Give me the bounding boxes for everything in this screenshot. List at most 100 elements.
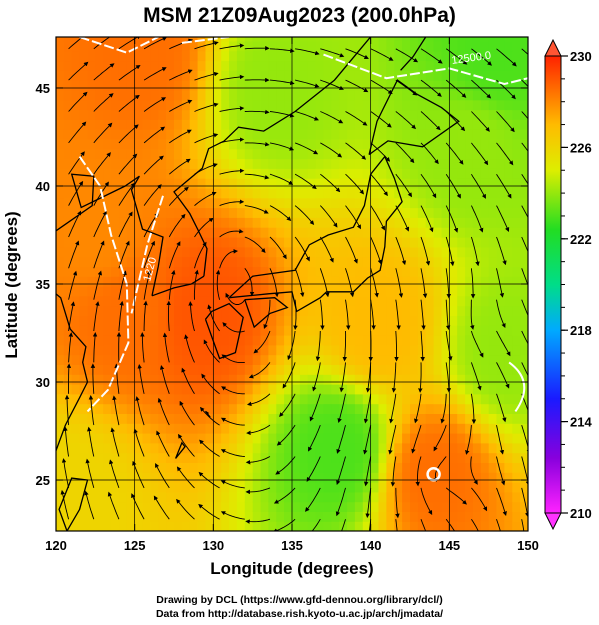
field-cell (244, 168, 254, 179)
field-cell (236, 246, 246, 258)
field-cell (95, 187, 104, 199)
field-cell (252, 521, 262, 531)
field-cell (268, 521, 277, 531)
field-cell (292, 50, 301, 62)
field-cell (252, 452, 262, 463)
field-cell (378, 462, 387, 473)
field-cell (142, 491, 151, 503)
field-cell (103, 246, 112, 258)
field-cell (150, 393, 159, 405)
field-cell (268, 442, 277, 454)
streamline (245, 518, 271, 524)
field-cell (465, 393, 474, 405)
field-cell (189, 70, 199, 81)
field-cell (197, 433, 207, 444)
field-cell (134, 129, 144, 140)
field-cell (126, 344, 136, 356)
field-cell (213, 423, 222, 434)
field-cell (79, 491, 89, 503)
field-cell (315, 266, 325, 277)
field-cell (213, 521, 222, 531)
field-cell (197, 374, 207, 385)
field-cell (315, 148, 325, 160)
field-cell (488, 109, 498, 120)
field-cell (433, 491, 443, 503)
streamline (179, 400, 195, 426)
field-cell (425, 501, 435, 512)
field-cell (126, 129, 136, 140)
field-cell (221, 187, 230, 199)
streamline (320, 111, 344, 124)
streamline (420, 173, 437, 199)
colorbar-tick-label: 230 (570, 49, 592, 64)
field-cell (496, 168, 505, 179)
field-cell (71, 256, 81, 267)
field-cell (512, 89, 521, 101)
field-cell (449, 286, 458, 297)
streamline (345, 299, 351, 330)
field-cell (142, 482, 151, 493)
field-cell (362, 433, 372, 444)
field-cell (512, 423, 521, 434)
field-cell (111, 384, 120, 395)
field-cell (488, 246, 498, 258)
field-cell (189, 393, 199, 405)
field-cell (307, 315, 317, 326)
field-cell (87, 452, 96, 463)
field-cell (480, 344, 490, 356)
field-cell (449, 521, 458, 531)
field-cell (386, 37, 395, 42)
field-cell (299, 207, 309, 218)
field-cell (292, 501, 301, 512)
field-cell (229, 364, 238, 375)
field-cell (323, 246, 332, 258)
field-cell (244, 266, 254, 277)
field-cell (158, 354, 167, 365)
field-cell (244, 217, 254, 228)
field-cell (268, 37, 277, 42)
field-cell (488, 276, 498, 287)
contour-line (508, 361, 526, 412)
field-cell (150, 168, 159, 179)
field-cell (229, 335, 238, 346)
field-cell (417, 472, 427, 483)
field-cell (370, 335, 380, 346)
field-cell (386, 148, 395, 160)
field-cell (229, 472, 238, 483)
field-cell (441, 364, 450, 375)
field-cell (150, 521, 159, 531)
field-cell (134, 168, 144, 179)
field-cell (362, 501, 372, 512)
field-cell (504, 246, 513, 258)
field-cell (299, 286, 309, 297)
streamline (131, 493, 145, 520)
field-cell (103, 433, 112, 444)
field-cell (410, 109, 419, 120)
field-cell (378, 109, 387, 120)
field-cell (252, 266, 262, 277)
streamline (415, 456, 422, 487)
field-cell (189, 452, 199, 463)
field-cell (441, 344, 450, 356)
field-cell (417, 482, 427, 493)
field-cell (449, 70, 458, 81)
field-cell (339, 138, 348, 150)
field-cell (56, 256, 65, 267)
field-cell (56, 374, 65, 385)
field-cell (512, 70, 521, 81)
field-cell (197, 129, 207, 140)
field-cell (347, 266, 356, 277)
field-cell (268, 354, 277, 365)
field-cell (339, 335, 348, 346)
streamline (143, 300, 148, 331)
streamline (68, 121, 87, 144)
field-cell (307, 384, 317, 395)
field-cell (56, 403, 65, 414)
streamline (395, 205, 410, 232)
field-cell (103, 99, 112, 111)
field-cell (213, 246, 222, 258)
field-cell (441, 119, 450, 130)
field-cell (370, 344, 380, 356)
field-cell (339, 217, 348, 228)
field-cell (354, 325, 364, 336)
